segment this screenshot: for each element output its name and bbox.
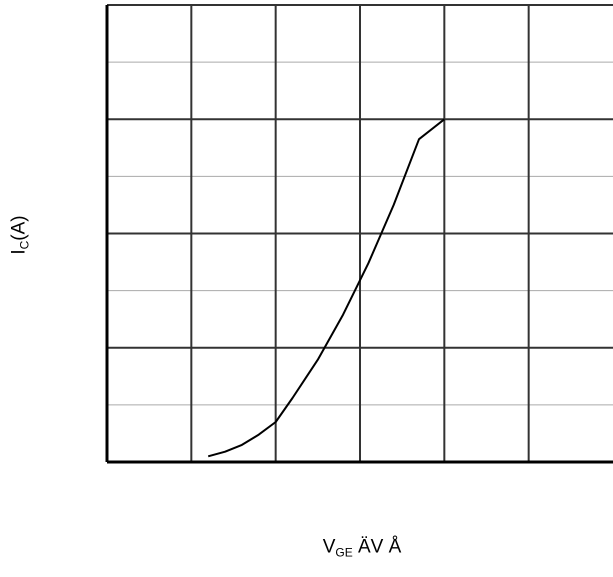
data-curve-0 [207,118,445,458]
y-axis-label: IC(A) [8,215,32,255]
x-axis-label: VGE ÄV Å [322,536,402,560]
